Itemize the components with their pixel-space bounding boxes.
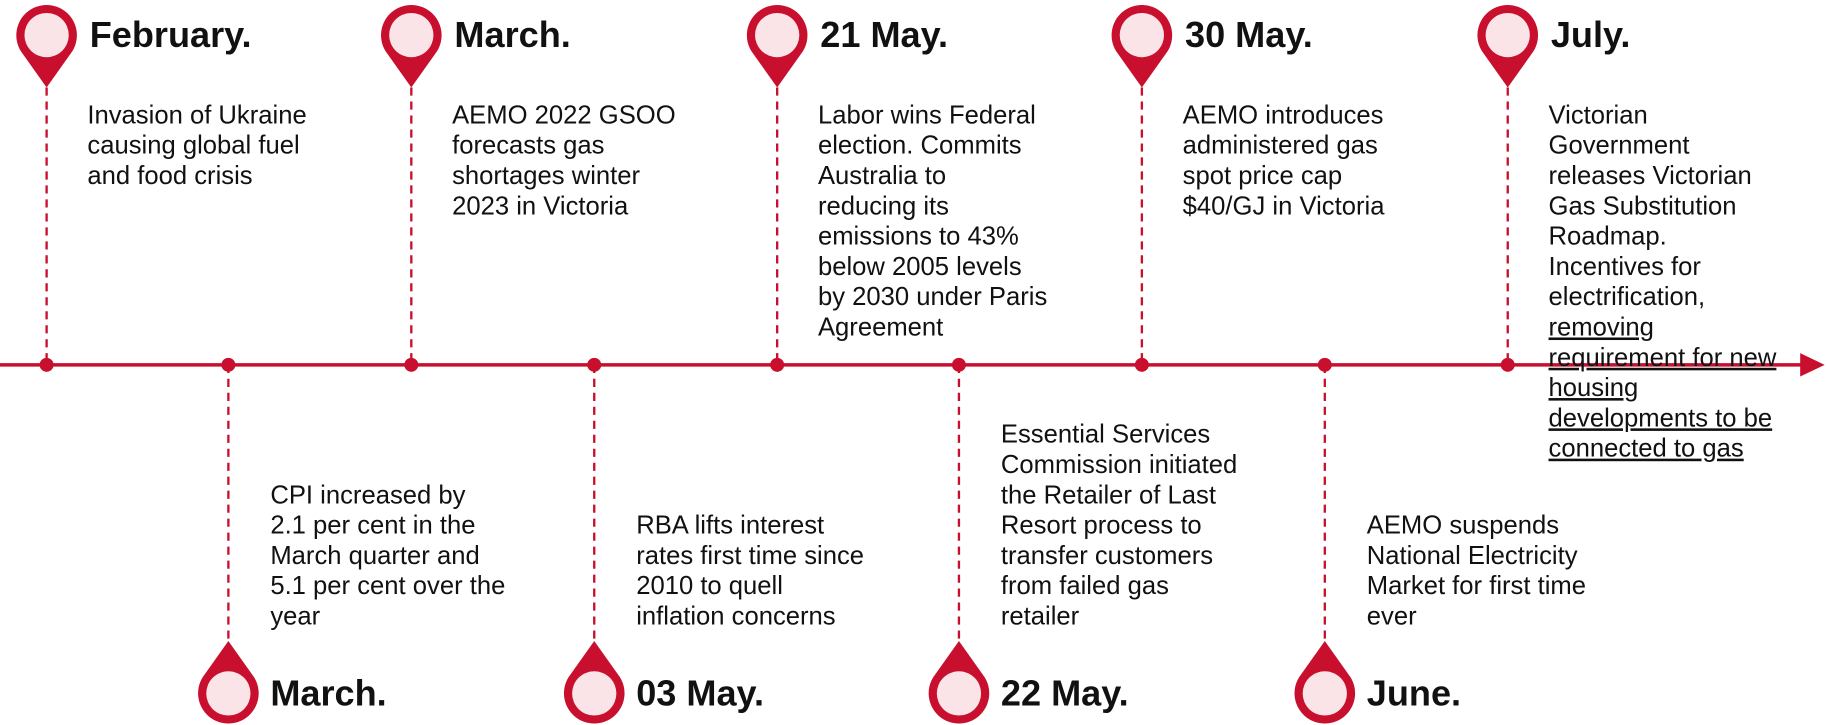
event-text: rates first time since	[636, 542, 864, 570]
pin-inner	[389, 12, 434, 58]
event-date: July.	[1551, 14, 1631, 55]
event-text: transfer customers	[1001, 542, 1213, 570]
axis-dot	[1134, 357, 1149, 372]
event-text: Roadmap.	[1549, 223, 1667, 251]
event-text: electrification,	[1549, 283, 1706, 311]
event-text: $40/GJ in Victoria	[1183, 192, 1386, 220]
event-text: Incentives for	[1549, 253, 1702, 281]
event-date: 21 May.	[820, 14, 948, 55]
event-text-underlined: developments to be	[1549, 404, 1773, 432]
axis-dot	[587, 357, 602, 372]
event-text: AEMO 2022 GSOO	[452, 101, 676, 129]
event-text: Government	[1549, 132, 1690, 160]
event-text: the Retailer of Last	[1001, 481, 1216, 509]
event-text: causing global fuel	[87, 132, 299, 160]
event-text: 2023 in Victoria	[452, 192, 629, 220]
event-text: and food crisis	[87, 162, 252, 190]
axis-dot	[404, 357, 419, 372]
pin-inner	[1119, 12, 1165, 58]
event-text: emissions to 43%	[818, 223, 1019, 251]
event-text: election. Commits	[818, 132, 1022, 160]
event-date: February.	[90, 14, 252, 55]
event-text: Agreement	[818, 313, 943, 341]
event-text: releases Victorian	[1549, 162, 1752, 190]
event-text: Market for first time	[1367, 572, 1586, 600]
event-text: shortages winter	[452, 162, 640, 190]
event-text-underlined: connected to gas	[1549, 435, 1744, 463]
pin-inner	[755, 12, 800, 58]
event-text-underlined: removing	[1549, 313, 1654, 341]
event-text: Labor wins Federal	[818, 101, 1036, 129]
event-text: spot price cap	[1183, 162, 1343, 190]
event-text: reducing its	[818, 192, 949, 220]
event-text: Invasion of Ukraine	[87, 101, 306, 129]
event-text: Commission initiated	[1001, 451, 1237, 479]
event-text-underlined: requirement for new	[1549, 344, 1777, 372]
event-text: CPI increased by	[270, 481, 465, 509]
event-text: RBA lifts interest	[636, 512, 824, 540]
event-text: March quarter and	[270, 542, 479, 570]
event-text: National Electricity	[1367, 542, 1578, 570]
pin-inner	[572, 671, 617, 716]
event-text: retailer	[1001, 602, 1080, 630]
event-text: 2.1 per cent in the	[270, 512, 475, 540]
event-text: AEMO introduces	[1183, 101, 1384, 129]
event-text: forecasts gas	[452, 132, 604, 160]
pin-inner	[1302, 671, 1347, 716]
event-text: administered gas	[1183, 132, 1378, 160]
event-text: 2010 to quell	[636, 572, 783, 600]
axis-dot	[1500, 357, 1515, 372]
event-date: 22 May.	[1001, 672, 1129, 713]
axis-dot	[770, 357, 785, 372]
axis-dot	[1317, 357, 1332, 372]
event-text-underlined: housing	[1549, 374, 1639, 402]
event-text: Gas Substitution	[1549, 192, 1737, 220]
event-text: year	[270, 602, 320, 630]
pin-inner	[24, 12, 69, 58]
event-text: Essential Services	[1001, 421, 1210, 449]
event-text: Resort process to	[1001, 512, 1202, 540]
event-text: below 2005 levels	[818, 253, 1022, 281]
event-text: by 2030 under Paris	[818, 283, 1047, 311]
pin-inner	[1485, 12, 1530, 58]
event-text: 5.1 per cent over the	[270, 572, 505, 600]
event-date: March.	[270, 672, 386, 713]
event-date: June.	[1367, 672, 1461, 713]
event-text: AEMO suspends	[1367, 512, 1559, 540]
event-text: Victorian	[1549, 101, 1648, 129]
axis-arrow	[1800, 353, 1825, 377]
pin-inner	[936, 671, 982, 716]
event-date: 30 May.	[1185, 14, 1313, 55]
axis-dot	[39, 357, 54, 372]
event-text: Australia to	[818, 162, 946, 190]
axis-dot	[221, 357, 236, 372]
event-text: ever	[1367, 602, 1417, 630]
event-text: inflation concerns	[636, 602, 835, 630]
event-date: 03 May.	[636, 672, 764, 713]
event-text: from failed gas	[1001, 572, 1169, 600]
axis-dot	[951, 357, 966, 372]
pin-inner	[206, 671, 251, 716]
event-date: March.	[454, 14, 570, 55]
